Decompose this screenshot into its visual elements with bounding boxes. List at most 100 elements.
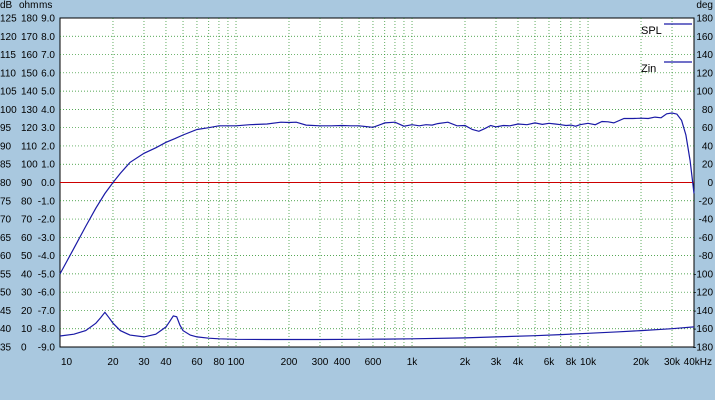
ohm-tick-label: 180 — [21, 14, 38, 25]
x-tick-label: 20k — [633, 357, 650, 368]
legend: SPL Zin — [641, 23, 692, 75]
ms-tick-label: 1.0 — [41, 160, 55, 171]
db-tick-label: 125 — [0, 14, 17, 25]
x-tick-label: 10k — [580, 357, 597, 368]
ms-tick-label: 9.0 — [41, 14, 55, 25]
ms-tick-label: -2.0 — [38, 215, 56, 226]
x-tick-label: 40 — [160, 357, 172, 368]
x-tick-label: 30k — [664, 357, 681, 368]
ms-axis-header: ms — [39, 0, 52, 11]
x-tick-label: 2k — [460, 357, 472, 368]
db-tick-label: 35 — [0, 343, 12, 354]
x-tick-label: 600 — [365, 357, 382, 368]
db-tick-label: 50 — [0, 288, 12, 299]
ms-tick-label: -3.0 — [38, 233, 56, 244]
ohm-tick-label: 10 — [21, 324, 33, 335]
ms-tick-label: 5.0 — [41, 87, 55, 98]
ohm-tick-label: 140 — [21, 87, 38, 98]
grid-lines — [60, 18, 694, 347]
x-tick-label: 10 — [61, 357, 73, 368]
db-tick-label: 85 — [0, 160, 12, 171]
db-tick-label: 110 — [0, 68, 16, 79]
x-tick-label: 300 — [312, 357, 329, 368]
series-line-spl — [59, 112, 695, 275]
db-tick-label: 120 — [0, 32, 17, 43]
db-tick-label: 60 — [0, 251, 12, 262]
x-tick-label: 400 — [334, 357, 351, 368]
db-tick-label: 90 — [0, 141, 12, 152]
x-axis-labels: 10 20 30 40 60 80 100 200 300 400 600 1k 2k 3k 4k 6k 8k 1… — [61, 357, 712, 368]
deg-tick-label: -80 — [699, 251, 714, 262]
ms-tick-label: -4.0 — [38, 251, 56, 262]
db-tick-label: 45 — [0, 306, 12, 317]
deg-tick-label: 120 — [696, 68, 713, 79]
deg-tick-label: 60 — [702, 123, 714, 134]
ms-tick-label: -7.0 — [38, 306, 56, 317]
legend-label-zin: Zin — [641, 63, 656, 75]
ohm-tick-label: 160 — [21, 50, 38, 61]
db-tick-label: 75 — [0, 196, 12, 207]
deg-tick-label: 140 — [696, 50, 713, 61]
deg-tick-label: -100 — [693, 269, 713, 280]
db-tick-label: 80 — [0, 178, 12, 189]
db-axis-header: dB — [0, 0, 13, 11]
db-tick-label: 70 — [0, 215, 12, 226]
deg-tick-label: -20 — [699, 196, 714, 207]
ms-tick-label: -1.0 — [38, 196, 56, 207]
ms-tick-label: -6.0 — [38, 288, 56, 299]
x-tick-label: 100 — [228, 357, 245, 368]
series-group — [59, 112, 695, 341]
deg-tick-label: -160 — [693, 324, 713, 335]
ms-tick-label: 3.0 — [41, 123, 55, 134]
x-tick-label: 80 — [213, 357, 225, 368]
x-tick-label: 1k — [407, 357, 419, 368]
deg-tick-label: 20 — [702, 160, 714, 171]
ms-tick-label: 4.0 — [41, 105, 55, 116]
deg-tick-label: 180 — [696, 14, 713, 25]
deg-tick-label: 40 — [702, 141, 714, 152]
deg-tick-label: 80 — [702, 105, 714, 116]
deg-tick-label: -120 — [693, 288, 713, 299]
series-line-zin — [59, 311, 695, 341]
db-tick-label: 65 — [0, 233, 12, 244]
legend-label-spl: SPL — [641, 25, 662, 37]
ohm-tick-label: 40 — [21, 269, 33, 280]
ms-tick-label: -5.0 — [38, 269, 56, 280]
x-tick-label: 200 — [281, 357, 298, 368]
db-tick-label: 40 — [0, 324, 12, 335]
ohm-tick-label: 100 — [21, 160, 38, 171]
ms-tick-label: 7.0 — [41, 50, 55, 61]
ohm-tick-label: 120 — [21, 123, 38, 134]
ms-tick-label: -9.0 — [38, 343, 56, 354]
ms-tick-label: 8.0 — [41, 32, 55, 43]
ohm-tick-label: 90 — [21, 178, 33, 189]
db-tick-label: 115 — [0, 50, 16, 61]
ohm-tick-label: 0 — [21, 343, 27, 354]
ms-tick-label: 2.0 — [41, 141, 55, 152]
x-tick-label: 6k — [544, 357, 556, 368]
deg-tick-label: -180 — [693, 343, 713, 354]
x-tick-label: 60 — [191, 357, 203, 368]
ms-tick-label: -8.0 — [38, 324, 56, 335]
x-tick-label: 20 — [107, 357, 119, 368]
ohm-tick-label: 70 — [21, 215, 33, 226]
ms-tick-label: 0.0 — [41, 178, 55, 189]
deg-tick-label: -40 — [699, 215, 714, 226]
ohm-tick-label: 170 — [21, 32, 38, 43]
deg-tick-label: -140 — [693, 306, 713, 317]
x-tick-label: 3k — [491, 357, 503, 368]
deg-tick-label: 160 — [696, 32, 713, 43]
x-tick-label: 4k — [513, 357, 525, 368]
ms-tick-label: 6.0 — [41, 68, 55, 79]
ohm-axis-header: ohm — [19, 0, 38, 11]
db-tick-label: 100 — [0, 105, 17, 116]
db-tick-label: 95 — [0, 123, 12, 134]
x-tick-label: 30 — [138, 357, 150, 368]
deg-tick-label: 0 — [707, 178, 713, 189]
ohm-tick-label: 30 — [21, 288, 33, 299]
x-tick-label: 8k — [566, 357, 578, 368]
ohm-tick-label: 130 — [21, 105, 38, 116]
